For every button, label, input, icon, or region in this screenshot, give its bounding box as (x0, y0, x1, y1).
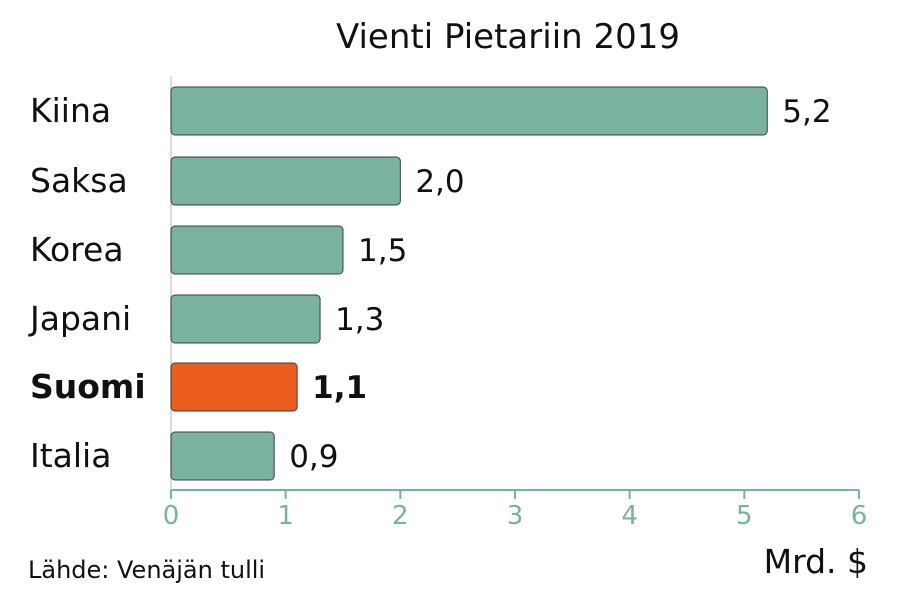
source-note: Lähde: Venäjän tulli (28, 556, 265, 584)
category-label: Saksa (30, 161, 128, 200)
bar (170, 86, 768, 136)
category-label: Kiina (30, 91, 111, 130)
value-label: 1,3 (335, 302, 384, 338)
x-tick-label: 6 (851, 501, 868, 531)
bars-group: Kiina 5,2 Saksa 2,0 Korea 1,5 Japani 1,3 Suomi 1,… (28, 86, 832, 481)
value-label: 1,1 (312, 370, 367, 406)
category-label: Japani (28, 299, 131, 338)
x-axis-unit-label: Mrd. $ (764, 542, 868, 581)
value-label: 5,2 (782, 94, 831, 130)
value-label: 1,5 (358, 233, 407, 269)
x-tick-label: 3 (507, 501, 524, 531)
bar (170, 294, 321, 344)
value-label: 2,0 (415, 164, 464, 200)
axis-group: 0 1 2 3 4 5 6 (163, 76, 868, 531)
bar (170, 431, 275, 481)
chart-title: Vienti Pietariin 2019 (336, 17, 680, 57)
category-label: Korea (30, 230, 124, 269)
category-label: Italia (30, 436, 111, 475)
x-tick-label: 0 (163, 501, 180, 531)
value-label: 0,9 (289, 439, 338, 475)
bar (170, 225, 344, 275)
category-label: Suomi (30, 367, 146, 406)
bar-highlight (170, 362, 298, 412)
x-tick-label: 2 (392, 501, 409, 531)
x-tick-label: 4 (621, 501, 638, 531)
x-tick-label: 1 (277, 501, 294, 531)
x-tick-label: 5 (736, 501, 753, 531)
bar (170, 156, 401, 206)
